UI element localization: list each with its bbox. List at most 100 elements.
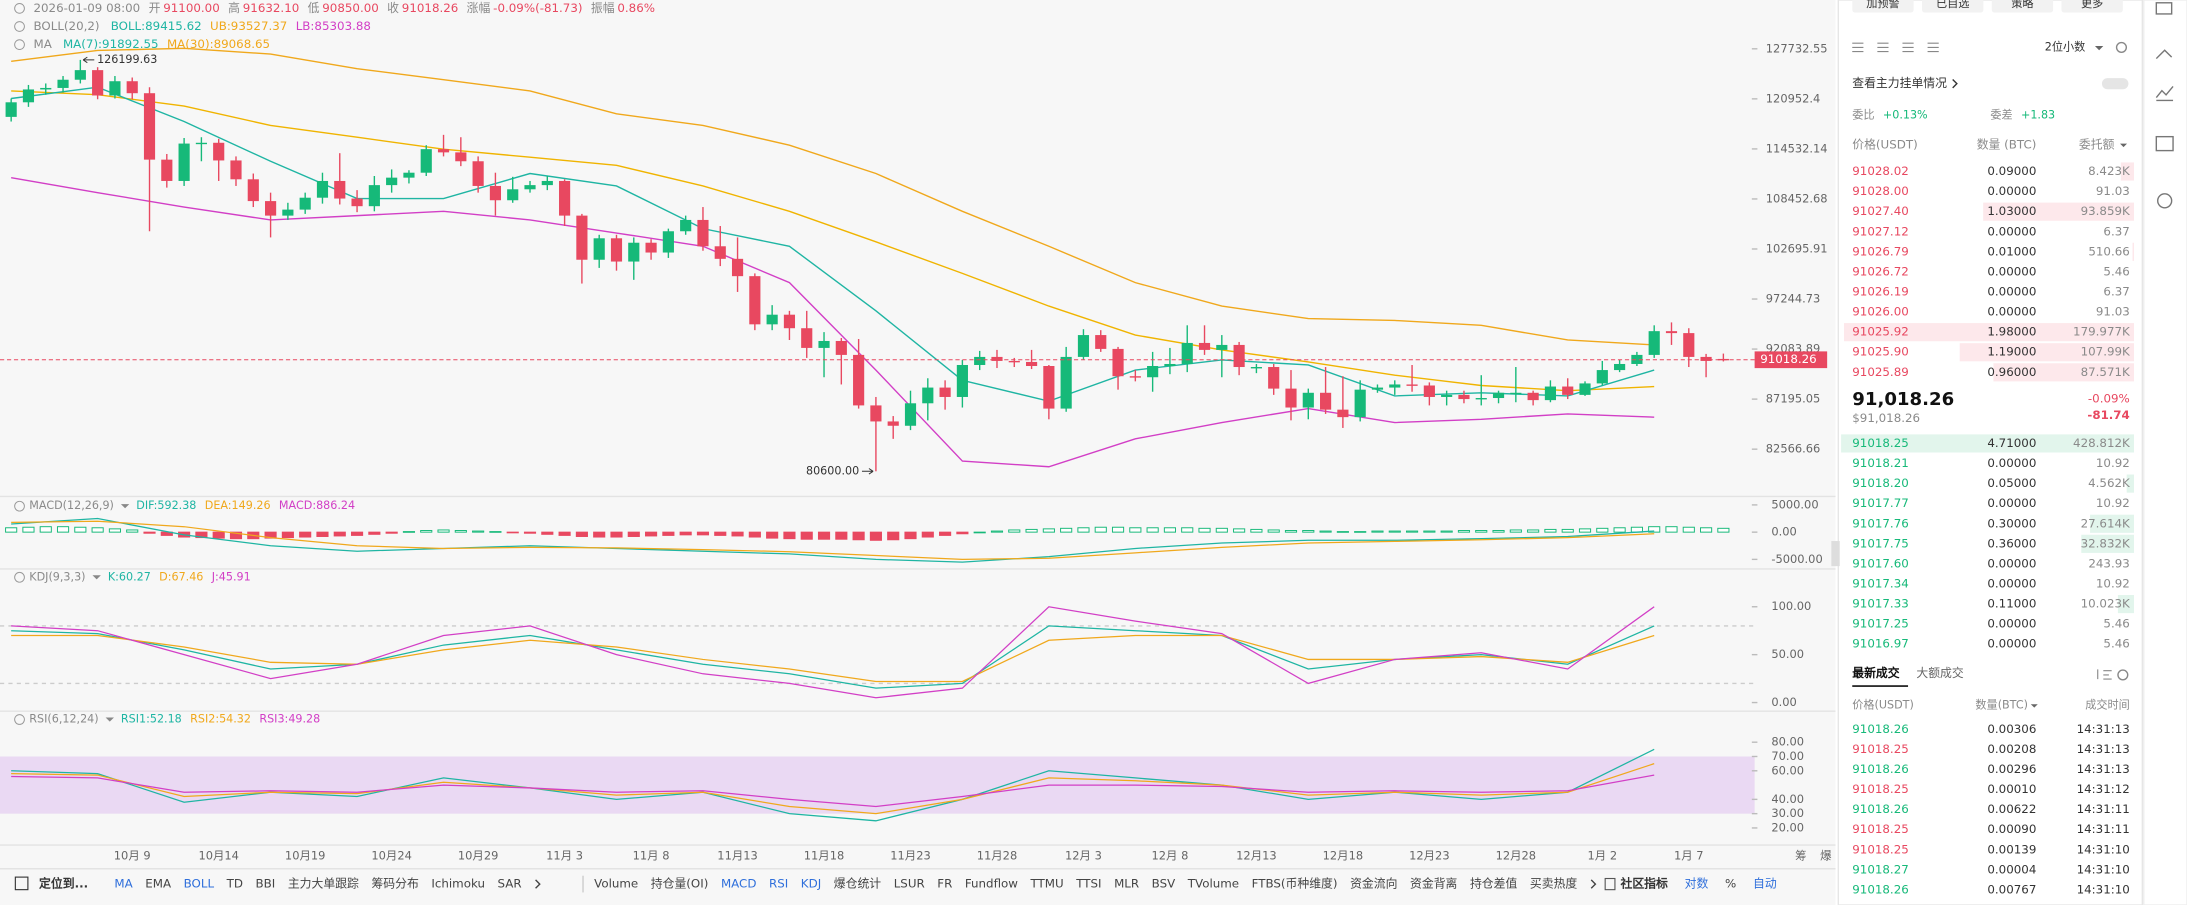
toolbar-item[interactable]: BSV: [1152, 877, 1176, 891]
legend-icon[interactable]: [14, 571, 25, 583]
dropdown-caret[interactable]: [105, 717, 114, 722]
toolbar-item[interactable]: 持仓量(OI): [651, 877, 709, 891]
legend-icon[interactable]: [14, 714, 25, 725]
book-price[interactable]: 91017.75: [1852, 536, 1909, 550]
legend-icon[interactable]: [14, 500, 25, 512]
toolbar-option[interactable]: 自动: [1753, 877, 1777, 891]
top-button-label[interactable]: 已自选: [1936, 0, 1969, 10]
book-price[interactable]: 91027.12: [1852, 224, 1909, 238]
top-button[interactable]: [1852, 0, 1914, 13]
top-button[interactable]: [1921, 0, 1984, 13]
book-price[interactable]: 91017.60: [1852, 556, 1909, 570]
community-button[interactable]: 社区指标: [1620, 877, 1669, 891]
book-price[interactable]: 91026.19: [1852, 284, 1909, 298]
book-price[interactable]: 91025.92: [1852, 325, 1909, 339]
toolbar-item[interactable]: LSUR: [894, 877, 925, 891]
toolbar-item[interactable]: Ichimoku: [431, 877, 485, 891]
toolbar-item[interactable]: FR: [937, 877, 952, 891]
toolbar-item[interactable]: TTMU: [1030, 877, 1064, 891]
trades-tab[interactable]: 最新成交: [1852, 666, 1900, 680]
trades-settings[interactable]: [2117, 669, 2129, 681]
top-button-label[interactable]: 策略: [2011, 0, 2033, 10]
book-price[interactable]: 91017.33: [1852, 597, 1909, 611]
corner-label[interactable]: 爆: [1820, 849, 1832, 863]
toolbar-item[interactable]: MA: [114, 877, 132, 891]
trades-icon[interactable]: [2097, 669, 2112, 680]
toolbar-item[interactable]: 持仓差值: [1470, 877, 1518, 891]
view-icon[interactable]: [1902, 42, 1914, 53]
dropdown-caret[interactable]: [120, 504, 130, 509]
settings-icon[interactable]: [2115, 41, 2128, 53]
book-price[interactable]: 91027.40: [1852, 204, 1909, 218]
toolbar-item[interactable]: KDJ: [801, 877, 821, 891]
legend-icon[interactable]: [14, 2, 25, 14]
rail-icon[interactable]: [2155, 49, 2173, 60]
rail-icon[interactable]: [2155, 2, 2173, 15]
candle-body: [904, 403, 917, 426]
book-price[interactable]: 91028.00: [1852, 184, 1909, 198]
candle-body: [922, 387, 934, 404]
book-price[interactable]: 91025.89: [1852, 365, 1909, 379]
locate-icon[interactable]: [14, 876, 29, 891]
toolbar-item[interactable]: MLR: [1114, 877, 1139, 891]
toolbar-option[interactable]: %: [1725, 877, 1736, 891]
locate-button[interactable]: 定位到...: [39, 877, 88, 891]
collapse-tab[interactable]: [1831, 541, 1840, 567]
toolbar-item[interactable]: Fundflow: [965, 877, 1018, 891]
book-price[interactable]: 91026.72: [1852, 264, 1909, 278]
book-price[interactable]: 91016.97: [1852, 637, 1909, 651]
toolbar-item[interactable]: RSI: [769, 877, 788, 891]
toolbar-item[interactable]: MACD: [721, 877, 757, 891]
book-price[interactable]: 91017.34: [1852, 576, 1909, 590]
toolbar-item[interactable]: FTBS(币种维度): [1252, 877, 1338, 891]
macd-bar: [1492, 530, 1505, 533]
book-price[interactable]: 91026.00: [1852, 305, 1909, 319]
main-orders-link[interactable]: 查看主力挂单情况: [1852, 76, 1947, 90]
toolbar-item[interactable]: 筹码分布: [371, 877, 419, 891]
toolbar-item[interactable]: TTSI: [1075, 877, 1101, 891]
toolbar-item[interactable]: 爆仓统计: [834, 877, 882, 891]
view-icon[interactable]: [1852, 42, 1864, 53]
rail-icon[interactable]: [2157, 193, 2173, 209]
toolbar-more[interactable]: [535, 879, 541, 889]
view-icon[interactable]: [1877, 42, 1889, 53]
toolbar-item[interactable]: SAR: [498, 877, 522, 891]
indicator-line: [11, 625, 1655, 689]
toolbar-item[interactable]: 资金流向: [1350, 877, 1397, 891]
book-price[interactable]: 91017.76: [1852, 516, 1909, 530]
toolbar-more[interactable]: [1590, 879, 1597, 889]
macd-bar: [921, 531, 934, 538]
book-price[interactable]: 91028.02: [1852, 164, 1909, 178]
toolbar-item[interactable]: TD: [226, 877, 243, 891]
rail-icon[interactable]: [2155, 135, 2174, 152]
book-price[interactable]: 91025.90: [1852, 345, 1909, 359]
precision-select[interactable]: 2位小数: [2045, 39, 2086, 53]
toolbar-item[interactable]: 买卖热度: [1530, 877, 1578, 891]
toolbar-item[interactable]: 主力大单跟踪: [288, 877, 359, 891]
book-price[interactable]: 91026.79: [1852, 244, 1909, 258]
trades-tab[interactable]: 大额成交: [1916, 666, 1964, 680]
toolbar-item[interactable]: Volume: [594, 877, 638, 891]
book-price[interactable]: 91017.25: [1852, 617, 1909, 631]
top-button-label[interactable]: 更多: [2081, 0, 2103, 10]
toolbar-option[interactable]: 对数: [1685, 877, 1709, 891]
book-price[interactable]: 91018.21: [1852, 456, 1909, 470]
toggle[interactable]: [2101, 78, 2129, 90]
top-button[interactable]: [1991, 0, 2054, 13]
corner-label[interactable]: 筹: [1795, 849, 1806, 863]
legend-icon[interactable]: [14, 39, 25, 50]
view-icon[interactable]: [1927, 42, 1939, 53]
toolbar-item[interactable]: EMA: [145, 877, 171, 891]
top-button-label[interactable]: 加预警: [1866, 0, 1899, 10]
legend-icon[interactable]: [14, 21, 25, 32]
toolbar-item[interactable]: TVolume: [1187, 877, 1239, 891]
toolbar-item[interactable]: BOLL: [184, 877, 215, 891]
book-price[interactable]: 91018.25: [1852, 436, 1909, 450]
book-price[interactable]: 91018.20: [1852, 476, 1909, 490]
toolbar-item[interactable]: 资金背离: [1410, 877, 1458, 891]
rail-icon[interactable]: [2155, 86, 2174, 102]
book-price[interactable]: 91017.77: [1852, 496, 1909, 510]
toolbar-item[interactable]: BBI: [256, 877, 276, 891]
dropdown-caret[interactable]: [92, 575, 101, 580]
top-button[interactable]: [2061, 0, 2123, 13]
